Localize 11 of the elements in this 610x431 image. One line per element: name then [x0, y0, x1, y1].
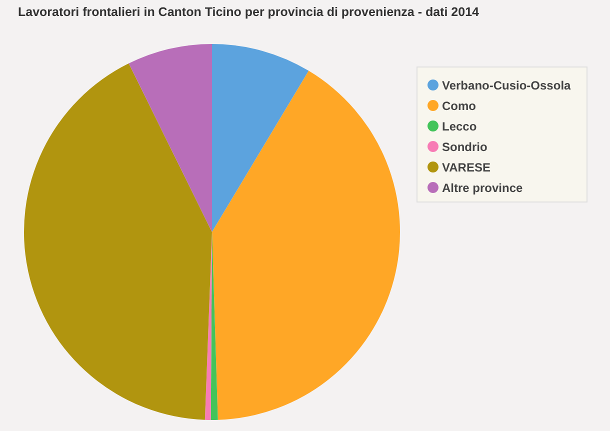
pie-slice — [128, 44, 212, 232]
legend-label: Verbano-Cusio-Ossola — [442, 78, 572, 92]
chart-title: Lavoratori frontalieri in Canton Ticino per provincia di provenienza - dati 2014 — [18, 5, 480, 19]
pie-slice — [24, 63, 212, 420]
legend-label: Lecco — [442, 120, 477, 134]
pie-slice — [212, 70, 400, 420]
legend-label: Sondrio — [442, 140, 488, 154]
legend-label: Altre province — [442, 181, 524, 195]
legend-label: VARESE — [442, 160, 490, 174]
pie-slice — [212, 44, 309, 232]
legend-label: Como — [442, 99, 476, 113]
